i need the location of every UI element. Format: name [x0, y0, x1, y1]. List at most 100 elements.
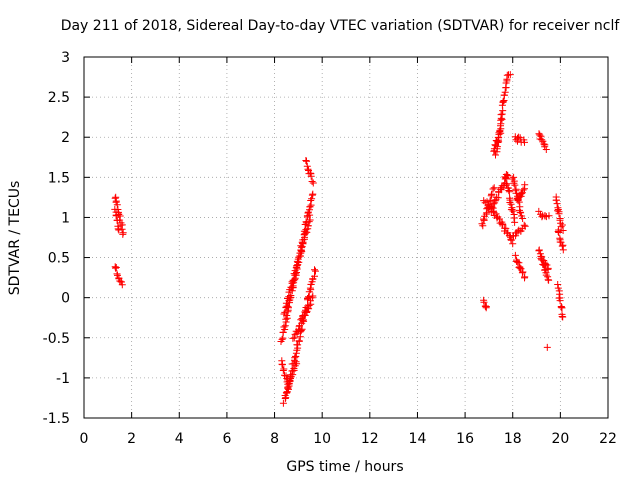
- data-point: [519, 186, 527, 194]
- data-point: [118, 281, 126, 289]
- data-point: [542, 146, 550, 153]
- data-point: [489, 200, 497, 208]
- data-point: [309, 179, 317, 187]
- data-point: [555, 210, 563, 218]
- data-point: [554, 281, 562, 288]
- data-point: [552, 196, 560, 204]
- data-point: [559, 313, 567, 321]
- data-point: [555, 229, 563, 236]
- data-point: [293, 257, 301, 265]
- x-axis-label: GPS time / hours: [286, 459, 403, 475]
- data-point: [279, 399, 287, 407]
- data-point: [507, 236, 515, 244]
- x-tick-label: 12: [361, 431, 379, 447]
- data-point: [488, 190, 496, 198]
- data-point: [492, 193, 500, 201]
- y-tick-label: 1.5: [48, 170, 70, 186]
- data-point: [559, 246, 567, 254]
- data-point: [307, 172, 315, 180]
- x-tick-label: 8: [270, 431, 279, 447]
- data-point: [303, 157, 310, 165]
- y-tick-label: 1: [61, 210, 70, 226]
- data-point: [511, 218, 519, 226]
- data-point: [558, 304, 566, 312]
- data-point: [280, 365, 288, 373]
- data-point: [297, 246, 305, 254]
- data-point: [280, 323, 288, 331]
- data-point: [535, 207, 543, 215]
- x-tick-labels: 0 2 4 6 8 10 12 14 16 18 20 22: [80, 431, 617, 447]
- grid-lines: [84, 57, 608, 418]
- data-point: [116, 277, 124, 285]
- data-point: [301, 235, 308, 243]
- data-point: [119, 230, 127, 238]
- data-point: [498, 101, 506, 109]
- data-point: [492, 151, 499, 159]
- data-point: [538, 136, 546, 144]
- data-point: [283, 302, 291, 310]
- data-point: [556, 216, 564, 224]
- data-point: [290, 277, 298, 285]
- data-point: [281, 308, 289, 316]
- axis-ticks: [83, 56, 609, 419]
- data-point: [492, 142, 500, 150]
- data-point: [278, 335, 286, 343]
- y-tick-label: -0.5: [43, 331, 70, 347]
- x-tick-label: 6: [222, 431, 231, 447]
- data-point: [542, 271, 550, 279]
- data-point: [491, 141, 499, 149]
- data-point: [303, 228, 311, 236]
- data-point: [479, 222, 487, 230]
- data-point: [492, 210, 500, 218]
- data-point: [306, 211, 314, 219]
- y-tick-labels: -1.5 -1 -0.5 0 0.5 1 1.5 2 2.5 3: [43, 50, 70, 427]
- data-point: [518, 190, 525, 198]
- data-point: [299, 238, 307, 246]
- data-point: [501, 173, 509, 181]
- data-point: [558, 221, 566, 229]
- data-point: [553, 200, 561, 208]
- data-point: [291, 354, 299, 362]
- data-point: [481, 199, 489, 207]
- data-point: [295, 337, 303, 345]
- data-point: [112, 264, 120, 271]
- data-point: [288, 278, 296, 286]
- data-point: [515, 133, 523, 141]
- data-point: [306, 203, 314, 211]
- data-point: [282, 315, 290, 323]
- data-point: [511, 181, 519, 189]
- data-point: [480, 215, 488, 223]
- data-point: [483, 198, 491, 206]
- data-point: [493, 137, 501, 145]
- data-point: [510, 173, 518, 181]
- y-tick-label: 3: [61, 50, 70, 66]
- data-point: [521, 181, 529, 189]
- data-point: [521, 273, 529, 281]
- data-point: [290, 334, 298, 342]
- data-point: [296, 252, 304, 260]
- x-tick-label: 22: [599, 431, 617, 447]
- data-point: [544, 273, 552, 281]
- x-tick-label: 4: [175, 431, 184, 447]
- data-point: [502, 174, 510, 182]
- data-point: [505, 188, 513, 196]
- data-point: [298, 243, 306, 251]
- data-point: [301, 230, 309, 238]
- data-point: [508, 206, 516, 213]
- x-tick-label: 2: [127, 431, 136, 447]
- data-point: [521, 138, 528, 146]
- data-point: [514, 137, 521, 145]
- data-point: [506, 71, 514, 79]
- y-axis-label: SDTVAR / TECUs: [7, 181, 23, 296]
- data-point: [491, 197, 499, 205]
- data-point: [308, 195, 316, 203]
- data-point: [112, 211, 120, 219]
- data-point: [511, 251, 519, 259]
- x-tick-label: 18: [504, 431, 522, 447]
- data-point: [535, 246, 543, 254]
- data-point: [290, 270, 298, 278]
- data-point: [285, 385, 292, 393]
- data-point: [521, 222, 529, 230]
- data-point: [557, 303, 565, 311]
